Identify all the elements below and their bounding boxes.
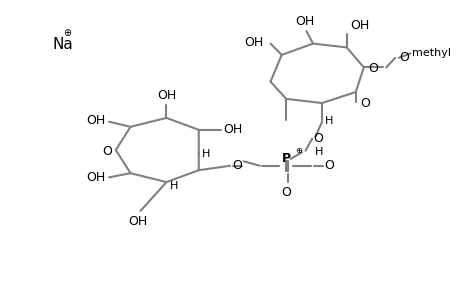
Text: H: H (202, 148, 210, 159)
Text: methyl: methyl (411, 47, 450, 58)
Text: OH: OH (350, 19, 369, 32)
Text: OH: OH (86, 171, 105, 184)
Text: O: O (231, 159, 241, 172)
Text: OH: OH (128, 215, 147, 228)
Text: OH: OH (86, 114, 105, 128)
Text: ⊕: ⊕ (294, 146, 301, 154)
Text: O: O (280, 186, 291, 199)
Text: OH: OH (157, 89, 176, 102)
Text: H: H (315, 147, 323, 158)
Text: H: H (325, 116, 333, 127)
Text: O: O (368, 62, 377, 75)
Text: OH: OH (294, 15, 313, 28)
Text: O: O (324, 159, 334, 172)
Text: ⊕: ⊕ (63, 28, 71, 38)
Text: OH: OH (223, 123, 242, 136)
Text: O: O (313, 132, 322, 145)
Text: O: O (359, 97, 369, 110)
Text: P: P (281, 152, 291, 165)
Text: O: O (102, 145, 112, 158)
Text: H: H (169, 181, 178, 191)
Text: OH: OH (244, 36, 263, 49)
Text: O: O (399, 51, 409, 64)
Text: Na: Na (53, 37, 73, 52)
